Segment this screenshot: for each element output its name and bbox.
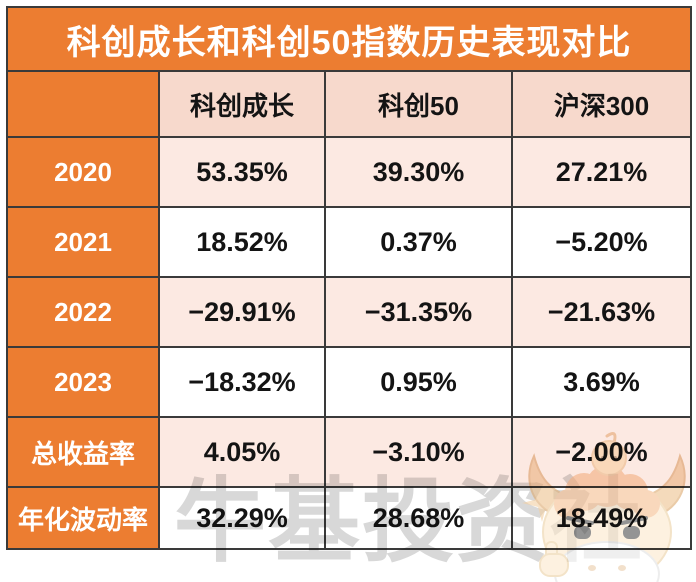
table-row-2022: 2022 −29.91% −31.35% −21.63% — [6, 276, 693, 348]
value-cell: −21.63% — [510, 276, 693, 348]
row-label: 年化波动率 — [6, 486, 160, 550]
value-cell: 18.49% — [510, 486, 693, 550]
title-row: 科创成长和科创50指数历史表现对比 — [5, 6, 693, 72]
value-cell: 0.95% — [324, 346, 513, 418]
table-row-2023: 2023 −18.32% 0.95% 3.69% — [6, 346, 693, 418]
row-label: 2021 — [6, 206, 160, 278]
value-cell: 3.69% — [510, 346, 693, 418]
column-header-hs300: 沪深300 — [510, 70, 693, 138]
value-cell: 27.21% — [510, 136, 693, 208]
column-header-kcgrowth: 科创成长 — [158, 70, 326, 138]
row-label: 2023 — [6, 346, 160, 418]
column-header-row: 科创成长 科创50 沪深300 — [6, 70, 693, 138]
row-label: 2020 — [6, 136, 160, 208]
value-cell: 4.05% — [158, 416, 326, 488]
value-cell: −5.20% — [510, 206, 693, 278]
table-row-2020: 2020 53.35% 39.30% 27.21% — [6, 136, 693, 208]
index-performance-table: 科创成长和科创50指数历史表现对比 科创成长 科创50 沪深300 2020 5… — [5, 6, 693, 550]
value-cell: 18.52% — [158, 206, 326, 278]
column-header-kc50: 科创50 — [324, 70, 513, 138]
table-row-total-return: 总收益率 4.05% −3.10% −2.00% — [6, 416, 693, 488]
value-cell: 32.29% — [158, 486, 326, 550]
value-cell: −3.10% — [324, 416, 513, 488]
value-cell: 28.68% — [324, 486, 513, 550]
value-cell: 39.30% — [324, 136, 513, 208]
value-cell: −31.35% — [324, 276, 513, 348]
value-cell: −2.00% — [510, 416, 693, 488]
row-label: 2022 — [6, 276, 160, 348]
table-row-2021: 2021 18.52% 0.37% −5.20% — [6, 206, 693, 278]
value-cell: −29.91% — [158, 276, 326, 348]
table-title: 科创成长和科创50指数历史表现对比 — [5, 6, 693, 72]
row-label: 总收益率 — [6, 416, 160, 488]
value-cell: 53.35% — [158, 136, 326, 208]
value-cell: 0.37% — [324, 206, 513, 278]
value-cell: −18.32% — [158, 346, 326, 418]
corner-cell — [6, 70, 160, 138]
table-row-annual-volatility: 年化波动率 32.29% 28.68% 18.49% — [6, 486, 693, 550]
